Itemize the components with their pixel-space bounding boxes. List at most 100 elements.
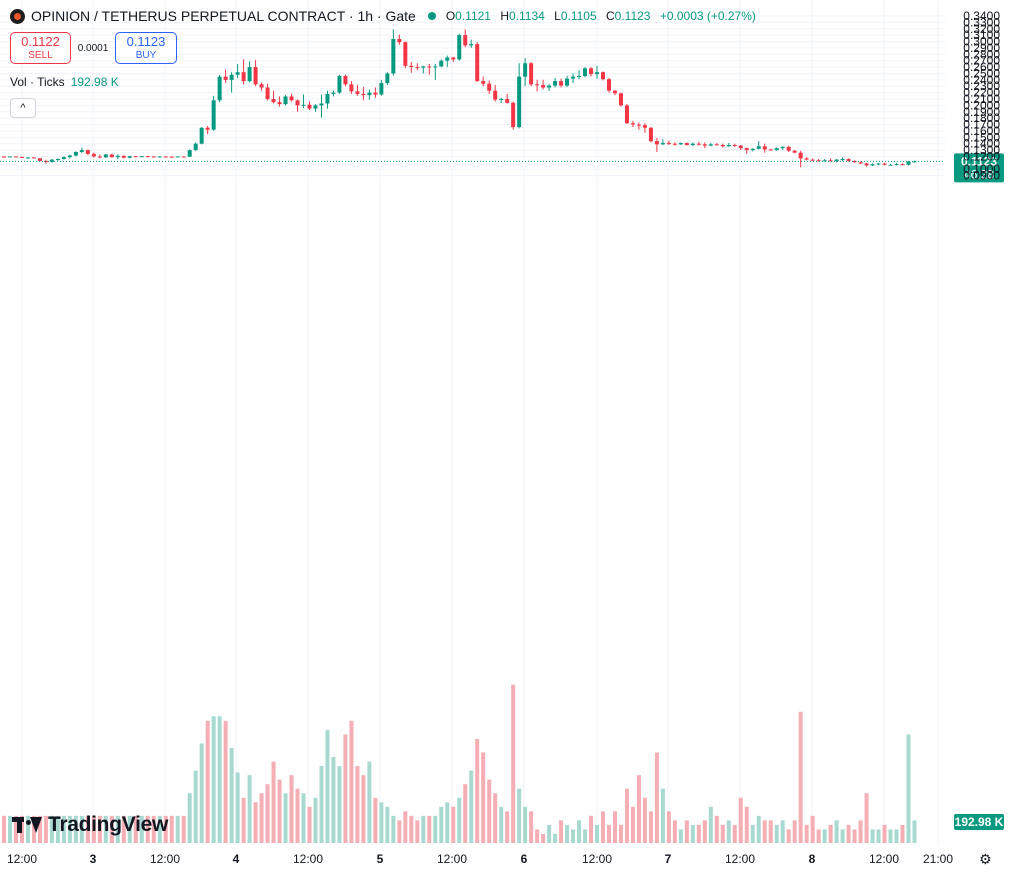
candle-body bbox=[571, 76, 576, 79]
volume-bar bbox=[241, 797, 246, 843]
candle-body bbox=[816, 160, 821, 162]
time-tick-label: 12:00 bbox=[150, 852, 180, 866]
candle-body bbox=[7, 156, 12, 158]
volume-bar bbox=[403, 811, 408, 843]
price-tick-label: 0.2200 bbox=[963, 86, 1000, 100]
price-axis: 0.34000.33000.32000.31000.30000.29000.28… bbox=[963, 9, 1000, 183]
candle-body bbox=[559, 81, 564, 86]
candle-body bbox=[475, 44, 480, 82]
candle-body bbox=[367, 92, 372, 96]
settings-gear-icon[interactable]: ⚙ bbox=[979, 851, 992, 867]
candle-body bbox=[145, 156, 150, 158]
candle-body bbox=[217, 76, 222, 101]
volume-bar bbox=[79, 815, 84, 843]
candle-body bbox=[61, 157, 66, 160]
volume-bar bbox=[601, 811, 605, 843]
candle-body bbox=[385, 73, 390, 84]
candle-body bbox=[636, 124, 641, 126]
volume-bar bbox=[433, 815, 438, 843]
volume-bar bbox=[307, 806, 312, 843]
volume-bar bbox=[589, 815, 594, 843]
volume-bar bbox=[265, 784, 270, 843]
candle-body bbox=[241, 72, 246, 82]
volume-bar bbox=[103, 815, 108, 843]
volume-legend[interactable]: Vol · Ticks 192.98 K bbox=[10, 75, 119, 89]
candle-body bbox=[828, 160, 833, 162]
candle-body bbox=[109, 154, 114, 158]
volume-bar bbox=[547, 824, 552, 843]
candle-body bbox=[373, 92, 378, 95]
candle-body bbox=[397, 38, 402, 43]
volume-bar bbox=[541, 833, 546, 843]
candle-body bbox=[906, 161, 911, 165]
candle-body bbox=[2, 156, 6, 158]
candle-body bbox=[229, 74, 234, 80]
candle-body bbox=[331, 92, 336, 94]
volume-bar bbox=[127, 815, 132, 843]
candle-body bbox=[642, 125, 647, 128]
volume-bar bbox=[13, 815, 18, 843]
candle-body bbox=[163, 156, 168, 158]
price-tick-label: 0.2800 bbox=[963, 47, 1000, 61]
spread-value: 0.0001 bbox=[77, 42, 109, 54]
price-tick-label: 0.2100 bbox=[963, 92, 1000, 106]
candle-body bbox=[313, 105, 318, 109]
volume-bar bbox=[678, 829, 683, 843]
candle-body bbox=[565, 78, 570, 86]
volume-bar bbox=[475, 738, 480, 843]
volume-bar bbox=[55, 815, 60, 843]
volume-bar bbox=[493, 793, 498, 843]
candle-body bbox=[678, 143, 683, 145]
time-tick-label: 4 bbox=[233, 852, 240, 866]
buy-button[interactable]: 0.1123 BUY bbox=[115, 32, 177, 64]
candle-body bbox=[822, 160, 827, 162]
candle-body bbox=[541, 84, 546, 88]
gate-logo-icon bbox=[10, 8, 25, 24]
sell-button[interactable]: 0.1122 SELL bbox=[10, 32, 71, 64]
candle-body bbox=[439, 60, 444, 67]
candle-body bbox=[888, 164, 893, 166]
candle-body bbox=[265, 87, 270, 100]
candle-body bbox=[295, 100, 300, 106]
candle-body bbox=[583, 68, 588, 77]
candle-body bbox=[85, 150, 90, 154]
price-tick-label: 0.3100 bbox=[963, 28, 1000, 42]
candle-body bbox=[235, 72, 240, 75]
candle-body bbox=[876, 163, 881, 165]
candle-body bbox=[529, 63, 534, 85]
candle-body bbox=[606, 79, 611, 91]
tradingview-logo[interactable]: TradingView bbox=[12, 812, 168, 838]
time-tick-label: 12:00 bbox=[437, 852, 467, 866]
candle-body bbox=[493, 90, 498, 100]
time-axis: 12:00 3 12:00 4 12:00 5 12:00 6 12:00 7 12:00 8 12:0… bbox=[7, 852, 953, 866]
volume-bar bbox=[67, 815, 72, 843]
candle-body bbox=[175, 156, 180, 158]
time-tick-label: 3 bbox=[90, 852, 97, 866]
candle-body bbox=[277, 102, 282, 105]
symbol-title[interactable]: OPINION / TETHERUS PERPETUAL CONTRACT · … bbox=[31, 8, 416, 24]
price-tick-label: 0.2400 bbox=[963, 73, 1000, 87]
candle-body bbox=[523, 63, 528, 77]
volume-bar bbox=[756, 815, 761, 843]
candle-body bbox=[253, 67, 258, 85]
candle-body bbox=[19, 156, 24, 158]
price-tick-label: 0.1500 bbox=[963, 130, 1000, 144]
price-tick-label: 0.3300 bbox=[963, 15, 1000, 29]
candle-body bbox=[624, 105, 629, 124]
candle-body bbox=[601, 72, 605, 80]
candle-body bbox=[247, 67, 252, 82]
candle-body bbox=[187, 150, 192, 157]
candle-body bbox=[882, 163, 887, 165]
volume-bar bbox=[529, 811, 534, 843]
volume-bar bbox=[313, 797, 318, 843]
trade-panel: 0.1122 SELL 0.0001 0.1123 BUY bbox=[10, 32, 177, 64]
volume-bar bbox=[780, 820, 785, 843]
volume-bar bbox=[726, 820, 731, 843]
volume-bar bbox=[900, 824, 905, 843]
candle-body bbox=[343, 76, 348, 85]
collapse-legend-button[interactable]: ^ bbox=[10, 98, 36, 118]
volume-bar bbox=[289, 775, 294, 843]
candle-body bbox=[912, 161, 917, 163]
